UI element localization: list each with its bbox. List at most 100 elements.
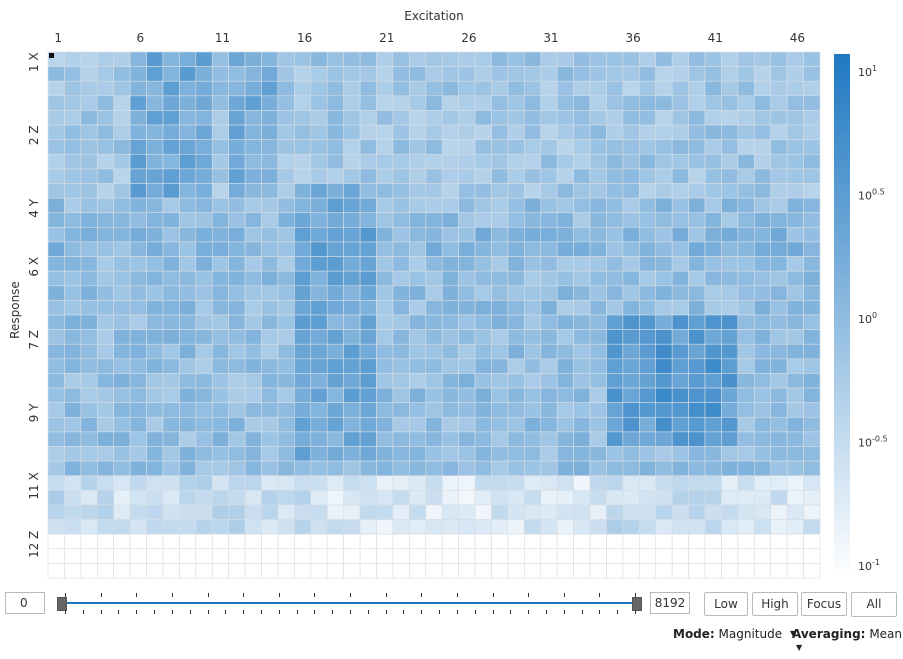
heatmap-cell bbox=[326, 80, 344, 97]
heatmap-cell bbox=[376, 256, 394, 272]
heatmap-cell bbox=[392, 256, 410, 272]
heatmap-cell bbox=[606, 153, 624, 170]
heatmap-cell bbox=[277, 270, 295, 287]
heatmap-cell bbox=[704, 373, 722, 389]
y-axis-label: Response bbox=[8, 281, 22, 339]
heatmap-cell bbox=[294, 183, 312, 199]
heatmap-cell bbox=[770, 110, 788, 126]
heatmap-cell bbox=[622, 490, 640, 506]
heatmap-cell bbox=[392, 416, 410, 433]
heatmap-cell bbox=[228, 533, 246, 550]
mode-dropdown[interactable]: Mode: Magnitude ▼ bbox=[673, 627, 796, 641]
heatmap-cell bbox=[129, 475, 147, 491]
heatmap-cell bbox=[47, 183, 65, 199]
heatmap-cell bbox=[409, 504, 427, 520]
heatmap-cell bbox=[310, 533, 328, 550]
heatmap-cell bbox=[606, 460, 624, 477]
heatmap-cell bbox=[195, 256, 213, 272]
heatmap-cell bbox=[556, 153, 574, 170]
heatmap-cell bbox=[326, 416, 344, 433]
heatmap-cell bbox=[47, 227, 65, 243]
heatmap-cell bbox=[277, 124, 295, 140]
heatmap-cell bbox=[507, 504, 525, 520]
heatmap-cell bbox=[96, 241, 115, 257]
all-button[interactable]: All bbox=[851, 592, 897, 617]
heatmap-cell bbox=[803, 183, 821, 199]
heatmap-cell bbox=[458, 183, 476, 199]
heatmap-cell bbox=[244, 504, 262, 520]
range-min-field[interactable]: 0 bbox=[5, 592, 45, 614]
heatmap-cell bbox=[80, 197, 98, 214]
heatmap-cell bbox=[294, 66, 312, 82]
heatmap-cell bbox=[622, 153, 640, 170]
heatmap-cell bbox=[326, 519, 344, 535]
heatmap-cell bbox=[146, 227, 164, 243]
heatmap-cell bbox=[146, 212, 164, 228]
heatmap-cell bbox=[622, 300, 640, 316]
heatmap-cell bbox=[195, 416, 213, 433]
averaging-label: Averaging: bbox=[792, 627, 866, 641]
heatmap-cell bbox=[491, 533, 509, 550]
heatmap-cell bbox=[80, 183, 98, 199]
heatmap-cell bbox=[622, 314, 640, 330]
heatmap-cell bbox=[326, 139, 344, 155]
heatmap-cell bbox=[310, 241, 328, 257]
range-max-field[interactable]: 8192 bbox=[650, 592, 690, 614]
averaging-dropdown[interactable]: Averaging: Mean ▼ bbox=[792, 627, 903, 655]
heatmap-cell bbox=[721, 285, 739, 301]
heatmap-cell bbox=[491, 358, 509, 374]
heatmap-cell bbox=[326, 285, 344, 301]
heatmap-cell bbox=[96, 446, 115, 462]
heatmap-cell bbox=[80, 80, 98, 97]
heatmap-cell bbox=[491, 300, 509, 316]
heatmap-cell bbox=[228, 270, 246, 287]
heatmap-cell bbox=[376, 51, 394, 67]
heatmap-cell bbox=[688, 95, 706, 111]
heatmap-cell bbox=[228, 416, 246, 433]
heatmap-cell bbox=[294, 241, 312, 257]
heatmap-cell bbox=[277, 197, 295, 214]
heatmap-cell bbox=[441, 212, 459, 228]
heatmap-cell bbox=[179, 66, 197, 82]
low-button[interactable]: Low bbox=[704, 592, 748, 616]
heatmap-cell bbox=[441, 402, 459, 418]
heatmap-cell bbox=[540, 373, 558, 389]
heatmap-cell bbox=[129, 153, 147, 170]
heatmap-cell bbox=[491, 168, 509, 184]
y-tick-label: 11 X bbox=[27, 472, 41, 499]
heatmap-cell bbox=[343, 66, 361, 82]
heatmap-cell bbox=[786, 124, 804, 140]
heatmap-cell bbox=[507, 227, 525, 243]
high-button[interactable]: High bbox=[752, 592, 798, 616]
x-tick-label: 16 bbox=[297, 31, 312, 45]
heatmap-cell bbox=[671, 460, 689, 477]
heatmap-cell bbox=[409, 197, 427, 214]
heatmap-cell bbox=[639, 446, 657, 462]
heatmap-cell bbox=[589, 402, 607, 418]
slider-handle-min[interactable] bbox=[57, 597, 67, 611]
heatmap-cell bbox=[228, 256, 246, 272]
slider-tick bbox=[635, 593, 636, 597]
heatmap-cell bbox=[211, 270, 229, 287]
focus-button[interactable]: Focus bbox=[801, 592, 847, 616]
heatmap-cell bbox=[474, 139, 492, 155]
slider-handle-max[interactable] bbox=[632, 597, 642, 611]
heatmap-cell bbox=[671, 446, 689, 462]
heatmap-cell bbox=[786, 519, 804, 535]
heatmap-cell bbox=[770, 51, 788, 67]
heatmap-cell bbox=[261, 329, 279, 345]
heatmap-cell bbox=[392, 402, 410, 418]
heatmap-cell bbox=[491, 51, 509, 67]
heatmap-cell bbox=[113, 227, 131, 243]
heatmap-cell bbox=[721, 329, 739, 345]
range-slider[interactable] bbox=[55, 592, 645, 616]
heatmap-cell bbox=[639, 475, 657, 491]
heatmap-cell bbox=[737, 66, 755, 82]
heatmap-cell bbox=[162, 402, 180, 418]
heatmap-cell bbox=[622, 460, 640, 477]
heatmap-cell bbox=[261, 183, 279, 199]
heatmap-cell bbox=[261, 51, 279, 67]
heatmap-cell bbox=[606, 300, 624, 316]
heatmap-cell bbox=[326, 490, 344, 506]
heatmap-cell bbox=[129, 95, 147, 111]
